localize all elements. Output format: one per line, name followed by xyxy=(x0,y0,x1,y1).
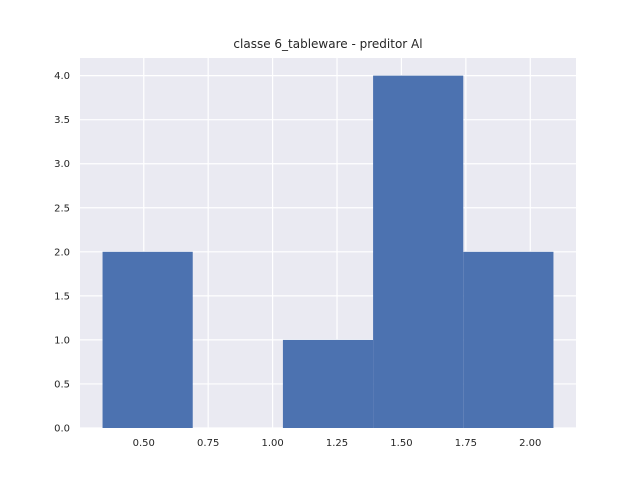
x-axis-ticks: 0.50 0.75 1.00 1.25 1.50 1.75 2.00 xyxy=(133,438,542,449)
y-tick-label: 0.0 xyxy=(54,424,70,435)
histogram-bar xyxy=(373,75,464,428)
x-tick-label: 0.75 xyxy=(197,438,219,449)
x-tick-label: 1.00 xyxy=(261,438,283,449)
histogram-bar xyxy=(282,339,374,428)
x-tick-label: 1.50 xyxy=(390,438,412,449)
x-tick-label: 0.50 xyxy=(133,438,155,449)
y-tick-label: 2.0 xyxy=(54,247,70,258)
y-tick-label: 1.5 xyxy=(54,291,70,302)
chart-title: classe 6_tableware - preditor Al xyxy=(233,37,422,51)
x-tick-label: 1.75 xyxy=(455,438,477,449)
y-axis-ticks: 0.0 0.5 1.0 1.5 2.0 2.5 3.0 3.5 4.0 xyxy=(54,71,70,434)
y-tick-label: 3.0 xyxy=(54,159,70,170)
y-tick-label: 1.0 xyxy=(54,335,70,346)
x-tick-label: 2.00 xyxy=(519,438,541,449)
bars xyxy=(102,75,554,428)
y-tick-label: 0.5 xyxy=(54,379,70,390)
histogram-bar xyxy=(102,251,193,428)
y-tick-label: 3.5 xyxy=(54,115,70,126)
y-tick-label: 4.0 xyxy=(54,71,70,82)
x-tick-label: 1.25 xyxy=(326,438,348,449)
histogram-bar xyxy=(463,251,554,428)
y-tick-label: 2.5 xyxy=(54,203,70,214)
